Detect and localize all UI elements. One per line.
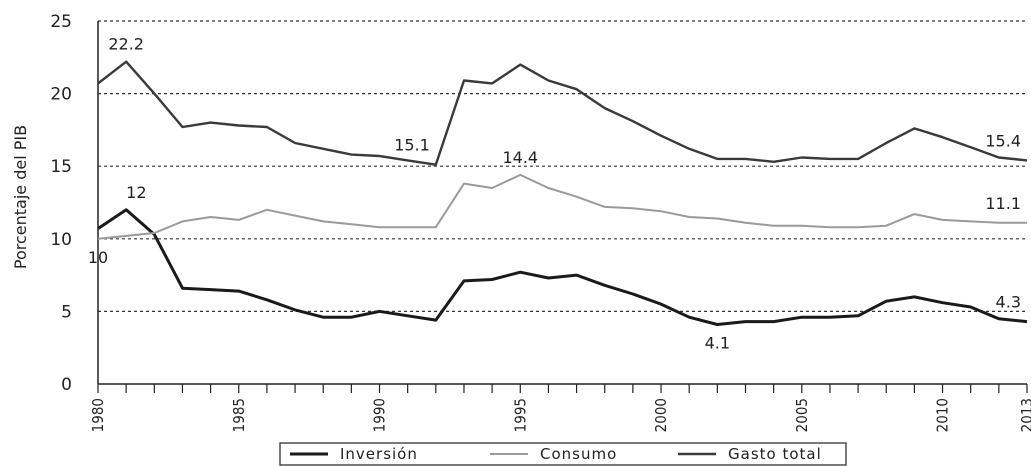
data-label: 10 xyxy=(88,248,108,267)
x-axis: 1980 1985 1990 1995 2000 2005 2010 2013 xyxy=(89,383,1031,432)
data-label: 12 xyxy=(126,183,146,202)
data-label: 14.4 xyxy=(502,148,538,167)
legend-entry: Inversión xyxy=(340,445,418,463)
x-tick-label: 2005 xyxy=(793,398,811,432)
y-axis-label: Porcentaje del PIB xyxy=(11,125,30,269)
series-line-2 xyxy=(97,60,1028,166)
x-tick-label: 1990 xyxy=(371,398,389,432)
legend-entry: Gasto total xyxy=(728,445,822,463)
x-tick-label: 2013 xyxy=(1018,398,1031,432)
y-tick-label: 25 xyxy=(50,12,72,32)
legend-box xyxy=(279,442,847,466)
data-labels: 22.2 15.1 15.4 14.4 11.1 10 12 4.1 4.3 xyxy=(88,35,1021,353)
legend-entry: Consumo xyxy=(540,445,617,463)
y-tick-label: 10 xyxy=(50,230,72,250)
x-tick-label: 2010 xyxy=(934,398,952,432)
data-label: 4.3 xyxy=(996,293,1021,312)
data-label: 4.1 xyxy=(705,333,730,352)
x-tick-label: 2000 xyxy=(652,398,670,432)
series-line-1 xyxy=(97,173,1027,240)
data-label: 11.1 xyxy=(985,194,1021,213)
y-tick-label: 0 xyxy=(61,375,72,395)
data-label: 15.1 xyxy=(394,136,430,155)
series-line-0 xyxy=(97,208,1028,326)
x-tick-label: 1985 xyxy=(230,398,248,432)
series-lines xyxy=(97,60,1028,326)
y-tick-label: 5 xyxy=(61,302,72,322)
data-label: 22.2 xyxy=(108,35,144,54)
y-axis: 0 5 10 15 20 25 xyxy=(50,12,99,395)
y-tick-label: 20 xyxy=(50,85,72,105)
x-tick-label: 1995 xyxy=(511,398,529,432)
grid-lines xyxy=(98,20,1027,312)
y-tick-label: 15 xyxy=(50,157,72,177)
data-label: 15.4 xyxy=(985,131,1021,150)
legend: Inversión Consumo Gasto total xyxy=(279,442,847,466)
x-tick-label: 1980 xyxy=(89,398,107,432)
